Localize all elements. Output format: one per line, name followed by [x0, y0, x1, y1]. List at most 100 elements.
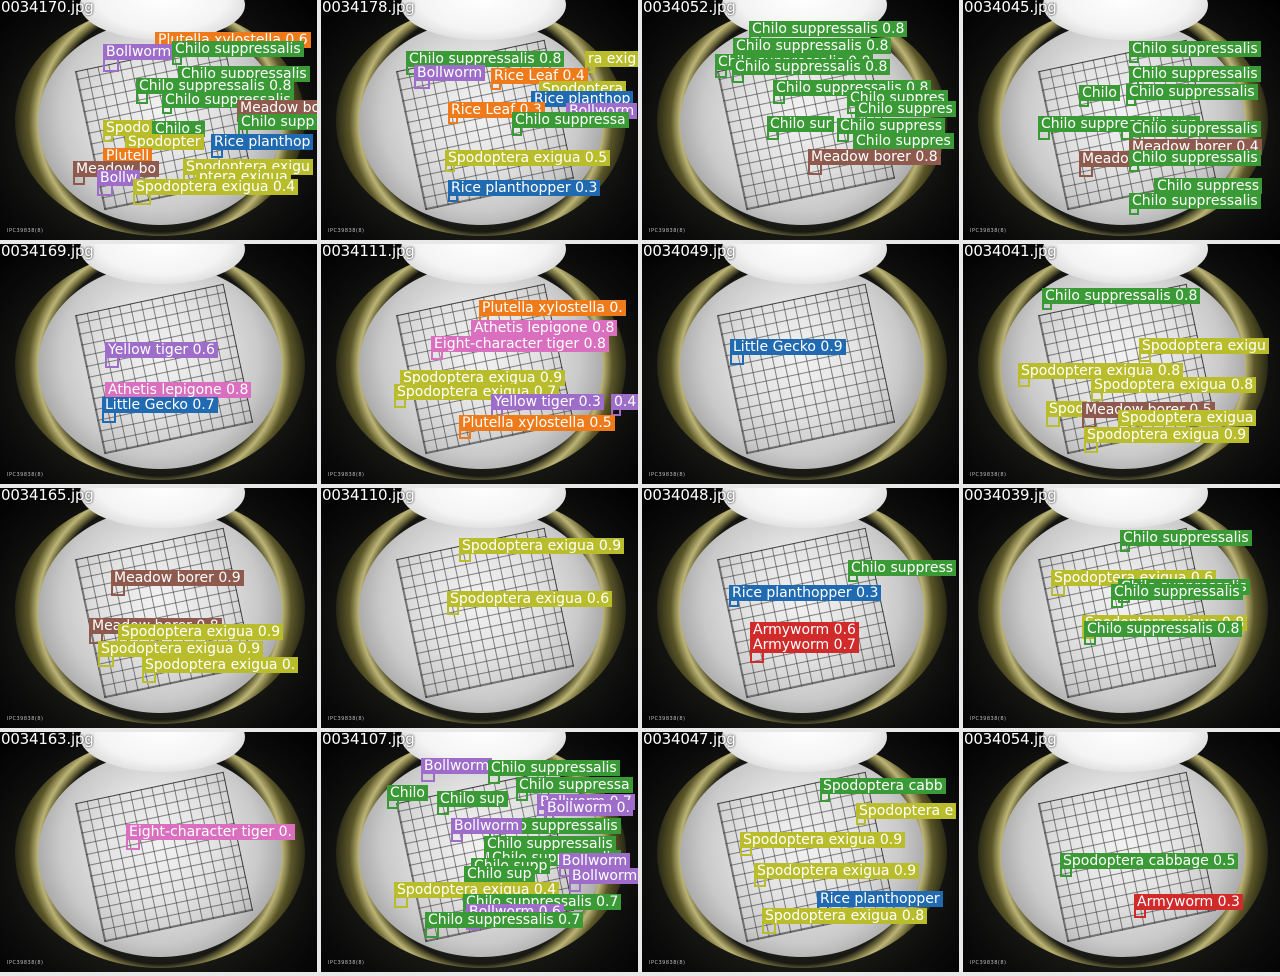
camera-stamp: IPC39838(8)	[649, 228, 686, 234]
detection-label: Spodoptera exigua	[1118, 410, 1257, 426]
file-name: 0034041.jpg	[964, 244, 1057, 260]
detection-label: Chilo suppress	[837, 118, 946, 134]
grid-paper	[74, 283, 254, 455]
camera-stamp: IPC39838(8)	[649, 960, 686, 966]
detection-label: Spodoptera exigua 0.9	[754, 863, 920, 879]
detection-label: Chilo suppressalis	[1129, 121, 1261, 137]
detection-label: Spodoptera exigua 0.	[142, 657, 299, 673]
detection-label: Bollw	[97, 170, 141, 186]
detection-label: Chilo sur	[767, 116, 835, 132]
camera-stamp: IPC39838(8)	[970, 716, 1007, 722]
file-name: 0034107.jpg	[322, 732, 415, 748]
detection-label: Bollworm	[103, 44, 175, 60]
detection-label: Plutella xylostella 0.	[479, 300, 626, 316]
grid-paper	[716, 283, 896, 455]
detection-label: Plutell	[103, 148, 153, 164]
detection-label: Chilo	[1079, 85, 1120, 101]
image-tile[interactable]: IPC39838(8) Chilo suppressalis Spodoptera …	[963, 488, 1280, 728]
trap-dish	[38, 264, 282, 469]
detection-label: 0.4	[611, 394, 638, 410]
file-name: 0034165.jpg	[1, 488, 94, 504]
detection-label: Bollworm 0.4	[569, 868, 638, 884]
detection-label: Little Gecko 0.9	[730, 339, 846, 355]
image-tile[interactable]: IPC39838(8) Spodoptera exigua 0.9 Spodopte…	[321, 488, 638, 728]
detection-label: Armyworm 0.3	[1134, 894, 1243, 910]
detection-label: Bollworm 0.	[544, 800, 633, 816]
detection-label: Spodoptera exigu	[1139, 338, 1269, 354]
image-tile[interactable]: IPC39838(8) Chilo suppress Rice planthoppe…	[642, 488, 959, 728]
detection-label: Chilo suppressa	[516, 777, 633, 793]
detection-label: Rice planthopper 0.3	[448, 180, 601, 196]
detection-label: Bollworm	[451, 818, 523, 834]
image-tile[interactable]: IPC39838(8) Bollworm Chilo suppressalis Chi…	[321, 732, 638, 972]
detection-label: Spodoptera exigua 0.9	[1084, 427, 1250, 443]
grid-paper	[716, 527, 896, 699]
detection-label: Plutella xylostella 0.5	[459, 415, 615, 431]
detection-label: Meado	[1079, 151, 1132, 167]
detection-label: Athetis lepigone 0.8	[471, 320, 618, 336]
detection-label: Bollworm	[414, 65, 486, 81]
file-name: 0034111.jpg	[322, 244, 415, 260]
detection-label: Eight-character tiger 0.	[126, 824, 295, 840]
detection-label: Meadow bo	[237, 100, 317, 116]
file-name: 0034169.jpg	[1, 244, 94, 260]
detection-label: Little Gecko 0.7	[102, 397, 218, 413]
camera-stamp: IPC39838(8)	[649, 716, 686, 722]
camera-stamp: IPC39838(8)	[7, 472, 44, 478]
detection-label: Chilo sup	[464, 866, 535, 882]
detection-label: Spodoptera e	[856, 803, 957, 819]
image-tile[interactable]: IPC39838(8) Plutella xylostella 0.6 Bollwo…	[0, 0, 317, 240]
image-tile[interactable]: IPC39838(8) Chilo suppressalis 0.8 ra exig…	[321, 0, 638, 240]
detection-label: Rice planthop	[211, 134, 314, 150]
detection-label: Chilo suppressalis 0.8	[136, 78, 295, 94]
camera-stamp: IPC39838(8)	[7, 716, 44, 722]
trap-dish	[680, 264, 924, 469]
detection-label: Rice Leaf 0.4	[491, 68, 588, 84]
detection-label: Spodoptera exigua 0.8	[1091, 377, 1257, 393]
detection-label: Chilo	[387, 785, 428, 801]
detection-label: Meadow borer 0.8	[808, 149, 941, 165]
detection-label: Chilo s	[152, 121, 205, 137]
detection-label: Spodoptera exigua 0.9	[459, 538, 625, 554]
detection-label: Bollworm	[421, 758, 493, 774]
detection-label: Athetis lepigone 0.8	[105, 382, 252, 398]
detection-label: Chilo suppres	[855, 101, 956, 117]
image-tile[interactable]: IPC39838(8) Chilo suppressalis 0.8 Chilo s…	[642, 0, 959, 240]
detection-label: Chilo suppressalis	[172, 41, 304, 57]
image-tile[interactable]: IPC39838(8) Spodoptera cabbage 0.5 Armywor…	[963, 732, 1280, 972]
detection-label: Chilo suppressalis	[1129, 193, 1261, 209]
image-tile[interactable]: IPC39838(8) Little Gecko 0.9 0034049.jpg	[642, 244, 959, 484]
file-name: 0034049.jpg	[643, 244, 736, 260]
image-tile[interactable]: IPC39838(8) Plutella xylostella 0. Athetis…	[321, 244, 638, 484]
trap-dish	[38, 752, 282, 957]
detection-label: Chilo suppressalis 0.8	[406, 51, 565, 67]
image-tile[interactable]: IPC39838(8) Chilo suppressalis 0.8 Spodopt…	[963, 244, 1280, 484]
camera-stamp: IPC39838(8)	[970, 472, 1007, 478]
detection-label: Spodoptera cabbage 0.5	[1060, 853, 1239, 869]
detection-label: Spodoptera exigua 0.6	[447, 591, 613, 607]
detection-label: Chilo suppres	[853, 133, 954, 149]
detection-label: Spodopter	[125, 134, 204, 150]
detection-label: Spodoptera exigua 0.9	[98, 641, 264, 657]
detection-label: Armyworm 0.6	[750, 622, 859, 638]
detection-label: Spodoptera exigua 0.8	[762, 908, 928, 924]
image-tile[interactable]: IPC39838(8) Yellow tiger 0.6 Athetis lepig…	[0, 244, 317, 484]
detection-label: Spodoptera exigua 0.5	[445, 150, 611, 166]
file-name: 0034163.jpg	[1, 732, 94, 748]
detection-label: Spodoptera cabb	[820, 778, 946, 794]
image-tile[interactable]: IPC39838(8) Eight-character tiger 0. 00341…	[0, 732, 317, 972]
detection-label: Chilo suppressalis 0.8	[1042, 288, 1201, 304]
image-tile[interactable]: IPC39838(8) Chilo suppressalis Chilo suppr…	[963, 0, 1280, 240]
file-name: 0034047.jpg	[643, 732, 736, 748]
detection-label: Rice planthopper	[817, 891, 943, 907]
detection-label: Chilo suppressalis 0.7	[425, 912, 584, 928]
detection-label: Chilo suppressalis	[488, 760, 620, 776]
image-tile[interactable]: IPC39838(8)Meadow borer 0.9Meadow borer …	[0, 488, 317, 728]
file-name: 0034045.jpg	[964, 0, 1057, 16]
image-tile[interactable]: IPC39838(8) Spodoptera cabb Spodoptera e Sp…	[642, 732, 959, 972]
camera-stamp: IPC39838(8)	[328, 716, 365, 722]
trap-dish	[680, 508, 924, 713]
detection-label: Yellow tiger 0.6	[105, 342, 218, 358]
detection-label: Spodoptera exigua 0.9	[118, 624, 284, 640]
